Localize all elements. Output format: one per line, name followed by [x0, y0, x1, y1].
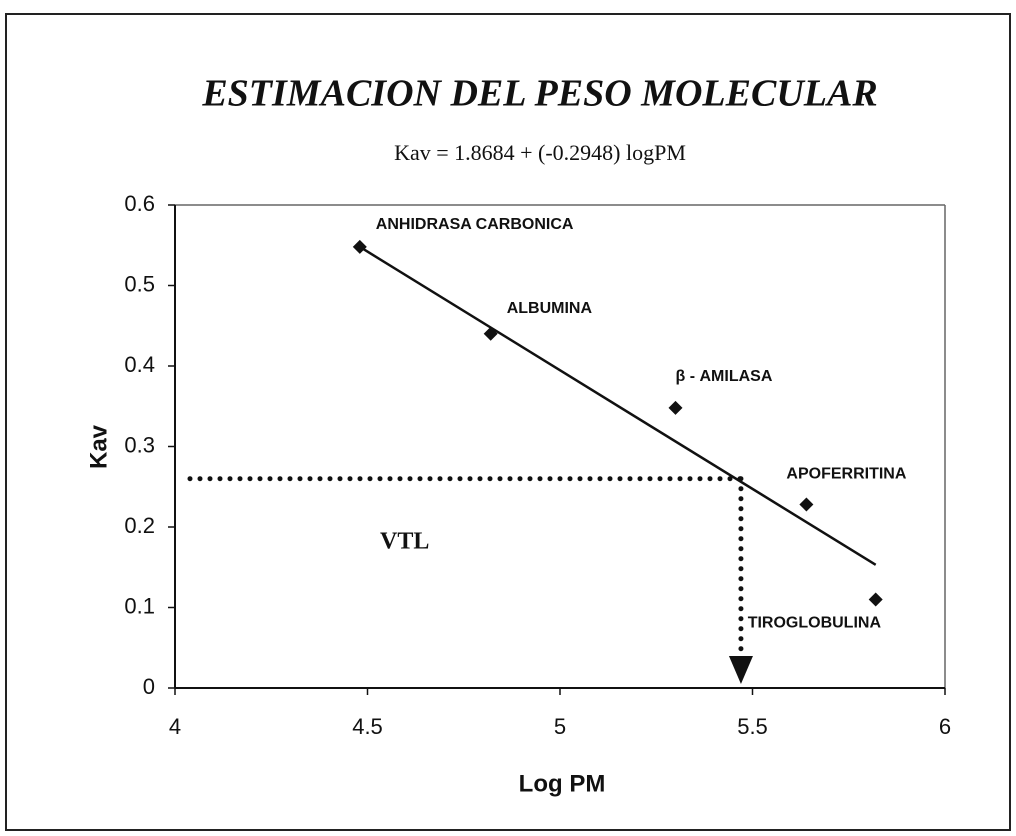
y-tick-label: 0.5: [124, 271, 155, 296]
x-tick-label: 4.5: [352, 714, 383, 739]
y-tick-label: 0.4: [124, 352, 155, 377]
y-tick-label: 0.2: [124, 513, 155, 538]
x-tick-label: 5.5: [737, 714, 768, 739]
point-label: TIROGLOBULINA: [748, 615, 882, 632]
point: [483, 326, 498, 341]
y-tick-label: 0: [143, 674, 155, 699]
frame: [5, 13, 1011, 831]
x-tick-label: 6: [939, 714, 951, 739]
point: [799, 497, 814, 512]
trend-line: [359, 245, 877, 566]
y-tick-label: 0.1: [124, 593, 155, 618]
chart-title: ESTIMACION DEL PESO MOLECULAR: [201, 73, 877, 115]
y-tick-label: 0.6: [124, 191, 155, 216]
point-label: ALBUMINA: [507, 300, 593, 317]
point: [352, 239, 367, 254]
point-label: β - AMILASA: [676, 368, 773, 385]
chart-subtitle: Kav = 1.8684 + (-0.2948) logPM: [394, 140, 686, 165]
y-axis-label: Kav: [85, 424, 112, 469]
point-label: ANHIDRASA CARBONICA: [376, 216, 574, 233]
point: [868, 592, 883, 607]
x-tick-label: 5: [554, 714, 566, 739]
x-axis-label: Log PM: [519, 770, 606, 797]
y-tick-label: 0.3: [124, 432, 155, 457]
point: [668, 400, 683, 415]
point-label: APOFERRITINA: [786, 466, 906, 483]
arrow-head: [728, 656, 753, 684]
annotation: VTL: [380, 529, 429, 555]
x-tick-label: 4: [169, 714, 181, 739]
